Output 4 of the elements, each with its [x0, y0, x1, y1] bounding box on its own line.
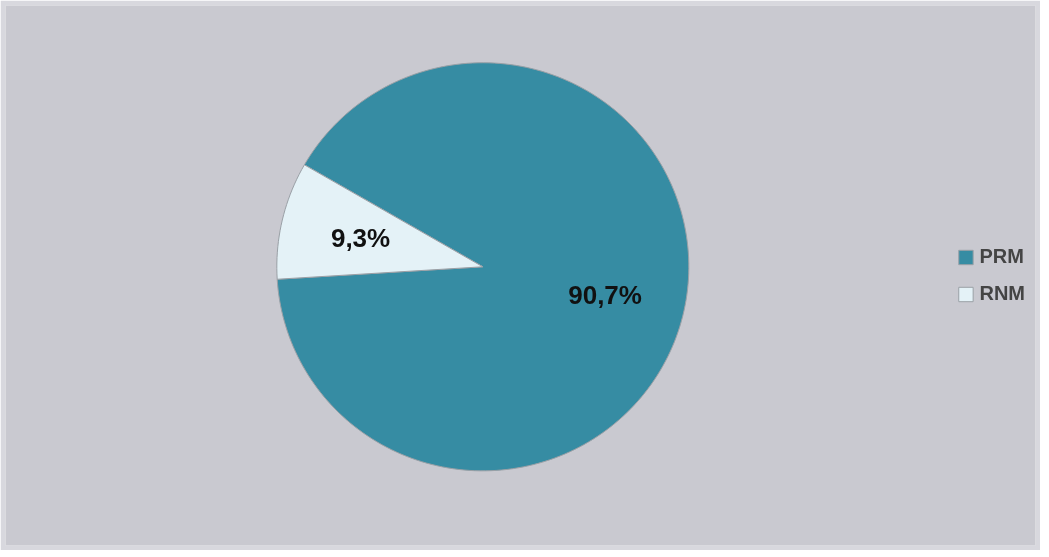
- data-label: 90,7%: [568, 280, 642, 311]
- data-label: 9,3%: [330, 223, 391, 254]
- legend-label: RNM: [979, 282, 1025, 305]
- legend-label: PRM: [979, 245, 1024, 268]
